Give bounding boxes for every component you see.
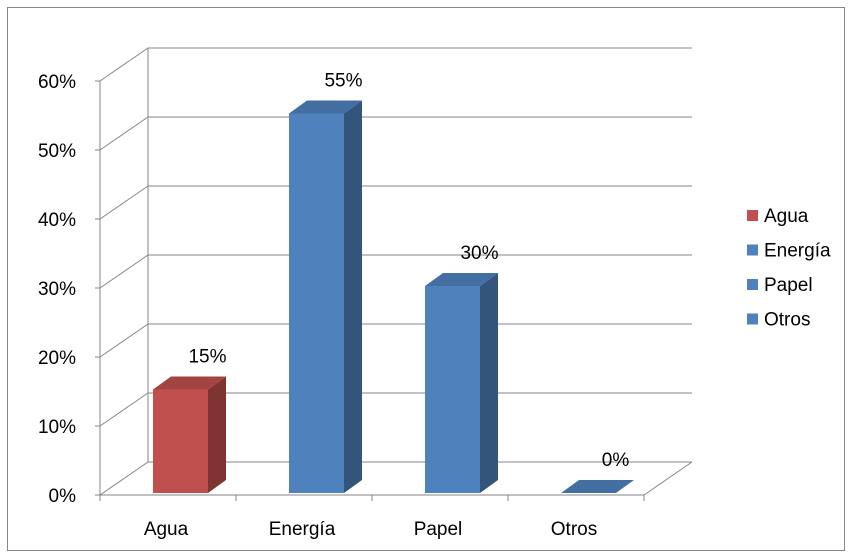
data-label: 55% — [324, 71, 362, 92]
data-label: 0% — [602, 450, 630, 471]
y-axis-ticks: 0% 10% 20% 30% 40% 50% 60% — [38, 72, 100, 507]
gridline — [99, 323, 692, 358]
data-label: 15% — [188, 347, 226, 368]
y-tick-label: 10% — [38, 417, 76, 438]
legend-swatch — [747, 279, 758, 290]
y-tick-label: 50% — [38, 141, 76, 162]
chart-gridlines — [99, 47, 692, 496]
bar-front — [425, 286, 480, 493]
y-tick-label: 20% — [38, 348, 76, 369]
data-label: 30% — [460, 243, 498, 264]
legend-label: Papel — [764, 275, 813, 296]
x-axis: Agua Energía Papel Otros — [99, 495, 645, 540]
legend-label: Agua — [764, 206, 809, 227]
bar — [289, 100, 362, 493]
bar-top — [289, 100, 362, 114]
bar-top — [561, 480, 634, 493]
legend-label: Otros — [764, 310, 810, 331]
legend-swatch — [747, 210, 758, 221]
bar-front — [289, 113, 344, 493]
legend-item: Energía — [747, 241, 831, 262]
chart-bars — [153, 100, 634, 493]
bar — [561, 480, 634, 493]
y-tick-label: 60% — [38, 72, 76, 93]
gridline — [99, 47, 692, 82]
bar — [153, 376, 226, 493]
legend-swatch — [747, 244, 758, 256]
y-tick-label: 0% — [49, 486, 77, 507]
bar-side — [208, 376, 226, 493]
y-tick-label: 30% — [38, 279, 76, 300]
gridline — [99, 461, 692, 496]
x-tick-label: Energía — [269, 519, 336, 540]
legend-item: Papel — [747, 275, 813, 296]
bar-top — [153, 376, 226, 390]
bar-side — [480, 273, 498, 493]
gridline — [99, 185, 692, 220]
legend-label: Energía — [764, 241, 831, 262]
bar-top — [425, 273, 498, 286]
gridline — [99, 116, 692, 151]
legend: Agua Energía Papel Otros — [747, 206, 831, 331]
value-labels: 15% 55% 30% 0% — [188, 71, 629, 472]
x-tick-label: Agua — [144, 519, 189, 540]
x-tick-label: Papel — [414, 519, 463, 540]
y-tick-label: 40% — [38, 210, 76, 231]
floor-right-edge — [643, 461, 693, 496]
legend-item: Otros — [747, 310, 810, 331]
x-tick-label: Otros — [551, 519, 597, 540]
bar-side — [344, 100, 362, 493]
bar-front — [153, 389, 208, 493]
bar — [425, 273, 498, 493]
legend-item: Agua — [747, 206, 809, 227]
gridline — [99, 254, 692, 289]
legend-swatch — [747, 313, 758, 325]
gridline — [99, 392, 692, 427]
